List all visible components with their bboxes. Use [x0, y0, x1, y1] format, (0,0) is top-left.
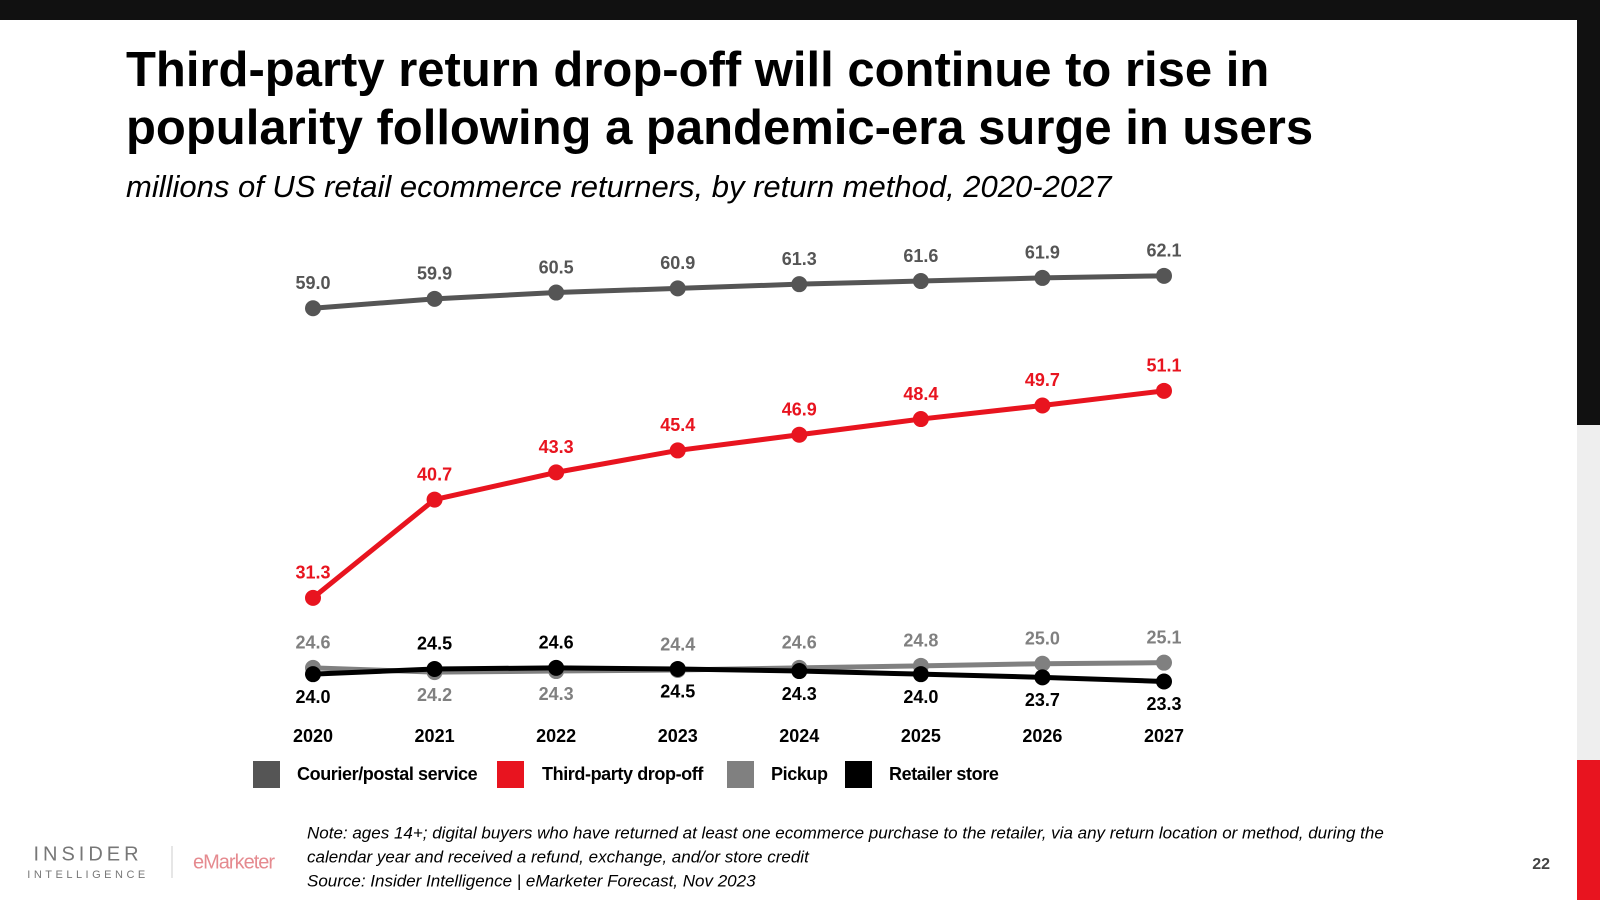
data-point	[1034, 269, 1051, 286]
logo: INTELLIGENCE	[27, 869, 148, 881]
x-tick-label: 2026	[1022, 726, 1062, 746]
series-line	[312, 665, 1165, 684]
data-label: 40.7	[417, 464, 452, 484]
x-tick-label: 2020	[293, 726, 333, 746]
data-label: 24.0	[295, 687, 330, 707]
data-point	[305, 300, 321, 317]
data-label: 24.2	[417, 685, 452, 705]
top-bar	[0, 0, 1600, 20]
x-tick-label: 2024	[779, 726, 819, 746]
data-label: 24.5	[417, 634, 452, 654]
data-label: 61.6	[903, 246, 938, 266]
data-point	[548, 464, 565, 481]
subtitle: millions of US retail ecommerce returner…	[126, 169, 1113, 204]
title: Third-party return drop-off will continu…	[126, 43, 1269, 97]
data-point	[1034, 655, 1051, 672]
data-point	[912, 411, 929, 428]
side-bar	[1577, 760, 1600, 900]
legend-label: Third-party drop-off	[542, 764, 704, 784]
side-bar	[1577, 0, 1600, 425]
data-point	[1156, 267, 1172, 284]
logo: INSIDER	[33, 843, 142, 865]
data-point	[791, 276, 808, 293]
data-label: 51.1	[1146, 356, 1181, 376]
data-label: 48.4	[903, 384, 938, 404]
data-point	[791, 663, 808, 680]
note: calendar year and received a refund, exc…	[307, 847, 810, 866]
data-point	[791, 426, 808, 443]
data-point	[426, 491, 443, 508]
data-point	[548, 659, 565, 676]
data-point	[1156, 673, 1172, 690]
legend-swatch	[845, 761, 872, 788]
data-label: 61.9	[1025, 243, 1060, 263]
data-label: 59.9	[417, 264, 452, 284]
brand: eMarketer	[193, 851, 275, 873]
data-point	[669, 280, 686, 297]
data-point	[1034, 669, 1051, 686]
legend-label: Courier/postal service	[297, 764, 478, 784]
data-label: 59.0	[295, 273, 330, 293]
data-point	[912, 273, 929, 290]
data-label: 25.0	[1025, 628, 1060, 648]
data-label: 60.9	[660, 253, 695, 273]
data-point	[426, 660, 443, 677]
series-line	[311, 388, 1165, 600]
data-label: 31.3	[295, 563, 330, 583]
data-point	[548, 284, 565, 301]
data-label: 24.8	[903, 631, 938, 651]
title: popularity following a pandemic-era surg…	[126, 101, 1313, 155]
note: Note: ages 14+; digital buyers who have …	[307, 823, 1384, 842]
legend-label: Retailer store	[889, 764, 999, 784]
data-label: 61.3	[782, 249, 817, 269]
data-point	[305, 589, 321, 606]
data-label: 45.4	[660, 415, 695, 435]
side-bar	[1577, 425, 1600, 760]
data-label: 24.3	[782, 684, 817, 704]
x-tick-label: 2022	[536, 726, 576, 746]
data-label: 24.6	[782, 633, 817, 653]
series-line	[312, 273, 1165, 311]
page-number: 22	[1532, 856, 1550, 873]
data-label: 24.0	[903, 687, 938, 707]
data-point	[669, 660, 686, 677]
data-point	[669, 442, 686, 459]
x-tick-label: 2021	[415, 726, 455, 746]
data-label: 62.1	[1146, 241, 1181, 261]
x-tick-label: 2023	[658, 726, 698, 746]
data-label: 49.7	[1025, 370, 1060, 390]
data-point	[426, 290, 443, 307]
data-label: 24.6	[539, 633, 574, 653]
data-label: 24.5	[660, 682, 695, 702]
x-tick-label: 2025	[901, 726, 941, 746]
data-label: 46.9	[782, 399, 817, 419]
legend-swatch	[253, 761, 280, 788]
data-label: 25.1	[1146, 627, 1181, 647]
data-point	[1156, 382, 1172, 399]
data-label: 23.7	[1025, 690, 1060, 710]
data-label: 24.3	[539, 684, 574, 704]
data-point	[1156, 654, 1172, 671]
source: Source: Insider Intelligence | eMarketer…	[307, 871, 756, 890]
legend-label: Pickup	[771, 764, 828, 784]
data-point	[1034, 397, 1051, 414]
data-point	[912, 666, 929, 683]
legend-swatch	[497, 761, 524, 788]
data-label: 23.3	[1146, 694, 1181, 714]
data-label: 24.6	[295, 633, 330, 653]
data-point	[305, 666, 321, 683]
x-tick-label: 2027	[1144, 726, 1184, 746]
data-label: 43.3	[539, 437, 574, 457]
data-label: 24.4	[660, 635, 695, 655]
legend-swatch	[727, 761, 754, 788]
data-label: 60.5	[539, 257, 574, 277]
